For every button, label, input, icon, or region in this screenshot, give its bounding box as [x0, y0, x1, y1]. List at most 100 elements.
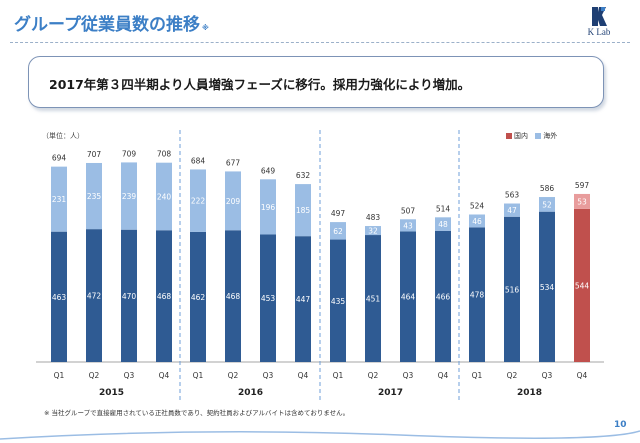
bar-label-overseas: 209 [226, 197, 241, 206]
bar-label-overseas: 222 [191, 197, 206, 206]
summary-callout: 2017年第３四半期より人員増強フェーズに移行。採用力強化により増加。 [28, 56, 604, 108]
bar-label-domestic: 464 [401, 293, 416, 302]
legend-swatch-domestic [506, 132, 512, 139]
bar-total-label: 483 [366, 213, 381, 222]
bar-domestic [225, 230, 241, 362]
x-tick-label: Q3 [403, 371, 414, 380]
bar-overseas [121, 162, 137, 230]
bar-label-overseas: 235 [87, 192, 102, 201]
x-tick-label: Q4 [438, 371, 449, 380]
bar-label-overseas: 53 [577, 197, 587, 206]
bar-total-label: 632 [296, 171, 311, 180]
bar-overseas [435, 217, 451, 231]
page-title: グループ従業員数の推移 ※ [14, 10, 209, 35]
x-tick-label: Q2 [368, 371, 379, 380]
bar-domestic [435, 230, 451, 362]
bar-domestic [260, 234, 276, 362]
bar-total-label: 694 [52, 154, 67, 163]
bar-overseas [400, 219, 416, 232]
bar-overseas [156, 162, 172, 231]
bar-overseas [190, 169, 206, 232]
bar-overseas [86, 162, 102, 230]
year-label: 2017 [378, 388, 403, 398]
x-tick-label: Q1 [333, 371, 344, 380]
bar-total-label: 677 [226, 158, 241, 167]
company-logo: K Lab [575, 6, 623, 37]
bar-total-label: 586 [540, 184, 555, 193]
legend-item-domestic: 国内 [506, 132, 530, 140]
summary-callout-text: 2017年第３四半期より人員増強フェーズに移行。採用力強化により増加。 [49, 77, 471, 92]
bar-total-label: 507 [401, 206, 416, 215]
x-tick-label: Q2 [228, 371, 239, 380]
bar-overseas [225, 171, 241, 231]
bar-total-label: 497 [331, 209, 346, 218]
bar-total-label: 684 [191, 156, 206, 165]
x-tick-label: Q3 [263, 371, 274, 380]
header-divider [10, 42, 630, 44]
bar-overseas [539, 197, 555, 212]
year-label: 2016 [238, 388, 263, 398]
bar-label-overseas: 52 [542, 200, 552, 209]
bar-label-overseas: 239 [122, 192, 137, 201]
bar-total-label: 708 [157, 150, 172, 159]
year-label: 2018 [517, 388, 542, 398]
bar-total-label: 709 [122, 149, 137, 158]
bar-label-overseas: 196 [261, 203, 276, 212]
bar-label-overseas: 185 [296, 206, 311, 215]
bar-total-label: 707 [87, 150, 102, 159]
logo-mark-icon [592, 7, 607, 26]
bar-total-label: 649 [261, 166, 276, 175]
bar-label-overseas: 231 [52, 195, 67, 204]
bar-label-overseas: 32 [368, 227, 378, 236]
bar-domestic [156, 230, 172, 362]
logo-text: K Lab [587, 27, 611, 37]
bar-domestic [469, 227, 485, 362]
footer-wave [0, 430, 640, 440]
x-tick-label: Q3 [124, 371, 135, 380]
bar-label-overseas: 48 [438, 220, 448, 229]
bar-domestic [504, 216, 520, 362]
bar-overseas [295, 184, 311, 237]
bar-total-label: 514 [436, 204, 451, 213]
bar-label-domestic: 463 [52, 293, 67, 302]
legend-item-overseas: 海外 [535, 132, 557, 140]
x-tick-label: Q3 [542, 371, 553, 380]
bar-total-label: 597 [575, 181, 590, 190]
bar-domestic [400, 231, 416, 362]
bar-domestic [539, 211, 555, 362]
x-tick-label: Q2 [89, 371, 100, 380]
bar-label-domestic: 462 [191, 293, 206, 302]
x-tick-label: Q4 [159, 371, 170, 380]
x-tick-label: Q2 [507, 371, 518, 380]
year-label: 2015 [99, 388, 124, 398]
bar-total-label: 524 [470, 201, 485, 210]
bar-label-domestic: 534 [540, 283, 555, 292]
bar-domestic [574, 208, 590, 362]
bar-label-overseas: 47 [507, 206, 517, 215]
legend-swatch-overseas [535, 132, 542, 139]
bar-label-domestic: 544 [575, 281, 590, 290]
bar-label-domestic: 516 [505, 285, 520, 294]
x-tick-label: Q1 [472, 371, 483, 380]
bar-domestic [121, 229, 137, 362]
bar-domestic [295, 236, 311, 362]
x-tick-label: Q4 [577, 371, 588, 380]
bar-label-domestic: 468 [157, 292, 172, 301]
bar-label-domestic: 472 [87, 292, 102, 301]
bar-label-domestic: 468 [226, 292, 241, 301]
legend-label-overseas: 海外 [543, 132, 558, 140]
page-title-text: グループ従業員数の推移 [14, 15, 200, 35]
bar-label-domestic: 453 [261, 294, 276, 303]
bar-overseas [365, 226, 381, 236]
x-tick-label: Q1 [54, 371, 65, 380]
bar-overseas [504, 203, 520, 217]
bar-label-overseas: 43 [403, 221, 413, 230]
bar-overseas [574, 193, 590, 209]
bar-overseas [260, 179, 276, 235]
bar-label-domestic: 447 [296, 295, 311, 304]
x-tick-label: Q4 [298, 371, 309, 380]
bar-label-domestic: 435 [331, 297, 346, 306]
bar-label-domestic: 478 [470, 291, 485, 300]
page-title-mark: ※ [201, 24, 209, 32]
